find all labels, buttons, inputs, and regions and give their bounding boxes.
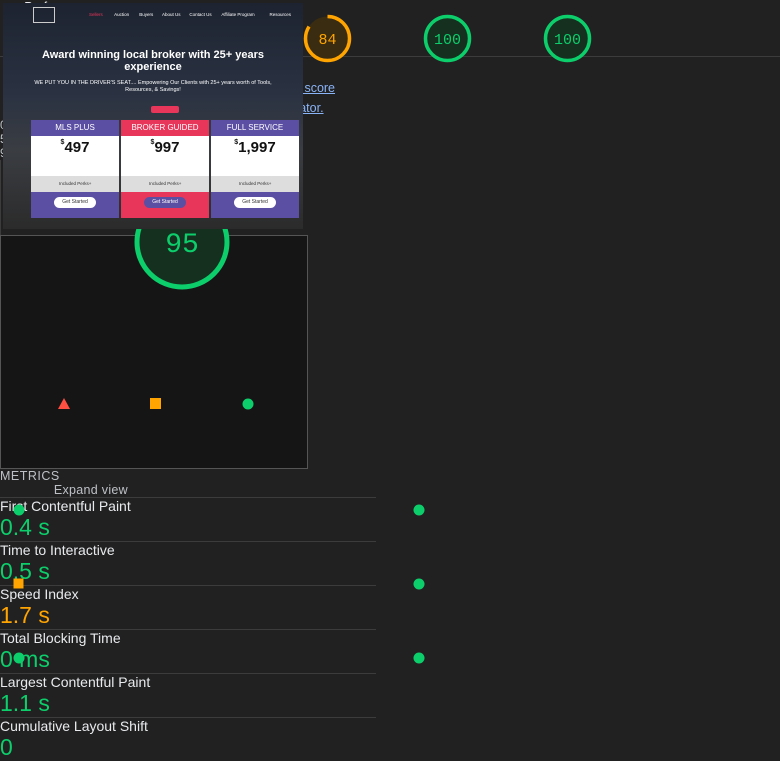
- nav-item[interactable]: Resources: [269, 12, 292, 17]
- pricing-card: BROKER GUIDED $997 Included Perks+ Get Star…: [121, 120, 209, 218]
- circle: [413, 504, 425, 516]
- card-price: $997: [121, 139, 209, 156]
- card-perks: Included Perks+: [121, 176, 209, 192]
- metric-name: Largest Contentful Paint: [0, 674, 151, 690]
- price: 497: [64, 139, 90, 156]
- price: 1,997: [238, 139, 276, 156]
- metric-icon: [413, 652, 425, 664]
- metric-icon: [413, 578, 425, 590]
- card-footer: Get Started: [121, 192, 209, 218]
- metric-value: 1.1 s: [0, 690, 50, 716]
- vertical-divider: [0, 160, 1, 235]
- gauge-score: 95: [165, 230, 199, 261]
- screenshot: Sellers Auction Buyers About Us Contact Us Af…: [3, 3, 303, 229]
- gauge-arc: [423, 14, 471, 62]
- circle: [413, 652, 425, 664]
- metric-icon: [13, 504, 25, 516]
- card-name: BROKER GUIDED: [121, 120, 209, 136]
- square: [13, 578, 24, 589]
- card-name: FULL SERVICE: [211, 120, 299, 136]
- subheading: WE PUT YOU IN THE DRIVER'S SEAT.... Empo…: [34, 80, 272, 93]
- card-button[interactable]: Get Started: [234, 197, 276, 208]
- circle: [13, 504, 25, 516]
- metric-icon: [413, 504, 425, 516]
- metric-name: Cumulative Layout Shift: [0, 718, 148, 734]
- currency: $: [234, 139, 239, 146]
- circle: [13, 652, 25, 664]
- gauge-background: [545, 16, 589, 60]
- card-button[interactable]: Get Started: [144, 197, 186, 208]
- pricing-card: FULL SERVICE $1,997 Included Perks+ Get Sta…: [211, 120, 299, 218]
- heading: Award winning local broker with 25+ year…: [41, 49, 264, 73]
- nav-item[interactable]: About Us: [162, 12, 181, 17]
- legend-icon: [150, 398, 161, 409]
- logo: [33, 7, 55, 23]
- gauge-arc: [303, 14, 351, 62]
- card-button[interactable]: Get Started: [54, 197, 96, 208]
- price: 997: [154, 139, 180, 156]
- triangle: [58, 398, 70, 409]
- nav-item[interactable]: Buyers: [139, 12, 154, 17]
- metric-name: First Contentful Paint: [0, 498, 131, 514]
- metric-value: 0.5 s: [0, 558, 50, 584]
- legend-icon: [58, 398, 70, 409]
- metric-icon: [13, 578, 24, 589]
- card-price: $497: [31, 139, 119, 156]
- currency: $: [60, 139, 65, 146]
- metric-value: 0: [0, 734, 13, 760]
- metric-divider: [0, 585, 376, 586]
- metric-divider: [0, 629, 376, 630]
- metric-name: Speed Index: [0, 586, 79, 602]
- divider: [0, 56, 780, 57]
- screenshot-frame: Sellers Auction Buyers About Us Contact Us Af…: [0, 3, 308, 469]
- currency: $: [150, 139, 155, 146]
- nav-item[interactable]: Contact Us: [189, 12, 212, 17]
- metric-value: 0.4 s: [0, 514, 50, 540]
- gauge: 100: [423, 14, 471, 62]
- nav-item[interactable]: Sellers: [89, 12, 103, 17]
- legend-icon: [242, 398, 254, 410]
- cta[interactable]: [151, 106, 179, 113]
- circle: [413, 578, 425, 590]
- gauge-score: 100: [433, 31, 460, 48]
- nav-item[interactable]: Affiliate Program: [221, 12, 255, 17]
- gauge-arc: [543, 14, 591, 62]
- gauge-score: 84: [318, 31, 336, 48]
- nav-item[interactable]: Auction: [114, 12, 130, 17]
- card-name: MLS PLUS: [31, 120, 119, 136]
- gauge-score: 100: [553, 31, 580, 48]
- metric-divider: [0, 673, 376, 674]
- metric-divider: [0, 497, 376, 498]
- circle: [242, 398, 254, 410]
- card-footer: Get Started: [211, 192, 299, 218]
- metric-name: Total Blocking Time: [0, 630, 121, 646]
- card-perks: Included Perks+: [211, 176, 299, 192]
- metric-value: 0 ms: [0, 646, 50, 672]
- gauge-background: [305, 16, 349, 60]
- card-perks: Included Perks+: [31, 176, 119, 192]
- metric-name: Time to Interactive: [0, 542, 115, 558]
- card-footer: Get Started: [31, 192, 119, 218]
- gauge: 84: [303, 14, 351, 62]
- gauge: 100: [543, 14, 591, 62]
- square: [150, 398, 161, 409]
- expand-toggle[interactable]: Expand view: [53, 483, 128, 497]
- card-price: $1,997: [211, 139, 299, 156]
- metric-divider: [0, 541, 376, 542]
- metric-value: 1.7 s: [0, 602, 50, 628]
- gauge-background: [425, 16, 469, 60]
- pricing-card: MLS PLUS $497 Included Perks+ Get Started: [31, 120, 119, 218]
- metrics-title: METRICS: [0, 469, 60, 483]
- metric-icon: [13, 652, 25, 664]
